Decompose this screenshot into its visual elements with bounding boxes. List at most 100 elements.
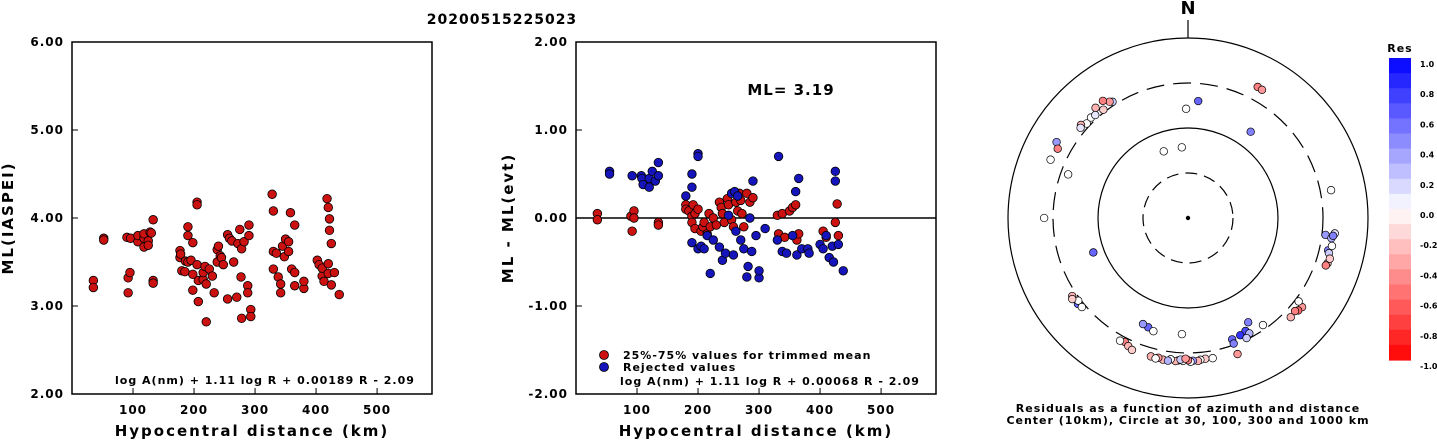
plot-frame [71, 41, 433, 395]
y-tick-label: 3.00 [30, 299, 64, 313]
formula-text: log A(nm) + 1.11 log R + 0.00068 R - 2.0… [620, 375, 920, 388]
data-point [644, 182, 654, 192]
data-point [720, 248, 731, 258]
data-point [188, 285, 198, 295]
y-tick-label: 0.00 [534, 211, 568, 225]
x-tick-label: 400 [302, 403, 330, 417]
x-tick-label: 100 [623, 403, 651, 417]
data-point [183, 230, 193, 241]
data-point [833, 239, 844, 250]
station-point [1327, 241, 1337, 251]
station-point [1321, 261, 1330, 270]
station-point [1076, 123, 1085, 133]
station-point [1040, 213, 1049, 223]
station-point [1127, 345, 1137, 355]
data-point [192, 200, 202, 210]
data-point [244, 220, 254, 230]
caption-line-1: Residuals as a function of azimuth and d… [1016, 402, 1360, 415]
north-label: N [1180, 0, 1195, 19]
station-point [1233, 349, 1242, 359]
colorbar-cell [1389, 148, 1411, 165]
legend-marker-trimmed [599, 350, 609, 360]
y-tick-label: 2.00 [30, 387, 64, 401]
data-point [592, 215, 603, 225]
data-point [239, 237, 249, 247]
x-tick-label: 300 [241, 403, 269, 417]
data-point [699, 244, 709, 254]
data-point [830, 166, 841, 177]
x-tick-label: 200 [180, 403, 208, 417]
colorbar-ticks: 1.0 0.8 0.6 0.4 0.2 0.0 -0.2 -0.4 -0.6 -0.8 -1.0 [1420, 60, 1437, 371]
station-point [1151, 354, 1160, 363]
station-point [1115, 336, 1125, 345]
data-point [732, 191, 743, 201]
data-point [653, 171, 664, 181]
data-point [748, 193, 758, 203]
station-point [1177, 329, 1187, 339]
polar-residual-plot: N Residuals as a function of azimuth and… [1006, 0, 1369, 427]
colorbar-cell [1389, 193, 1411, 210]
y-tick-label: 5.00 [30, 123, 64, 137]
station-point [1091, 103, 1100, 112]
station-point [1229, 339, 1238, 348]
colorbar-cell [1389, 209, 1411, 225]
data-point [192, 259, 202, 270]
colorbar-cell [1389, 224, 1411, 240]
ml-annotation: ML= 3.19 [747, 81, 834, 99]
legend-marker-rejected [599, 362, 609, 372]
formula-text: log A(nm) + 1.11 log R + 0.00189 R - 2.0… [115, 374, 415, 387]
data-point [751, 230, 761, 241]
colorbar-cell [1389, 178, 1411, 195]
data-point [760, 223, 770, 234]
colorbar-tick-label: 0.8 [1420, 90, 1435, 99]
data-point [830, 176, 841, 186]
data-point [833, 230, 844, 241]
data-point [148, 278, 158, 288]
data-point [222, 294, 233, 304]
data-point [175, 249, 186, 259]
center-marker [1185, 215, 1191, 221]
data-point [731, 226, 741, 236]
colorbar-tick-label: -0.2 [1420, 241, 1437, 250]
legend-label-trimmed: 25%-75% values for trimmed mean [623, 349, 871, 362]
x-ticks: 100 200 300 400 500 [119, 388, 391, 417]
caption-line-2: Center (10km), Circle at 30, 100, 300 an… [1006, 414, 1369, 427]
data-point [299, 276, 309, 287]
data-point [838, 266, 848, 276]
data-point [629, 213, 639, 223]
data-point [714, 242, 725, 252]
station-point [1181, 354, 1190, 363]
x-tick-label: 300 [745, 403, 773, 417]
data-point [236, 313, 247, 324]
data-point [243, 288, 253, 298]
data-point [739, 222, 749, 232]
colorbar-cell [1389, 254, 1411, 270]
y-tick-label: -2.00 [528, 387, 568, 401]
data-point [728, 250, 739, 260]
colorbar: Res 1.0 0.8 0.6 0.4 0.2 0.0 -0.2 -0.4 -0.6 -0.8 -1… [1387, 42, 1437, 371]
data-point [792, 250, 802, 260]
data-point [209, 288, 219, 298]
data-point [201, 317, 211, 327]
data-point [604, 169, 615, 179]
colorbar-cell [1389, 103, 1411, 119]
colorbar-cell [1389, 58, 1411, 74]
data-point [148, 215, 158, 225]
data-point [201, 279, 211, 289]
colorbar-cell [1389, 299, 1411, 316]
y-ticks: -2.00 -1.00 0.00 1.00 2.00 [528, 35, 582, 401]
data-point [322, 193, 332, 204]
station-point [1177, 143, 1186, 152]
data-point [271, 248, 282, 258]
data-point [653, 157, 664, 168]
station-point [1046, 155, 1055, 164]
figure-title: 20200515225023 [427, 12, 577, 28]
colorbar-cell [1389, 344, 1411, 361]
data-point [773, 151, 784, 162]
colorbar-cell [1389, 329, 1411, 346]
x-tick-label: 500 [363, 403, 391, 417]
colorbar-cells [1389, 58, 1411, 361]
data-point [213, 241, 224, 251]
data-points [88, 189, 344, 327]
data-point [218, 259, 229, 270]
